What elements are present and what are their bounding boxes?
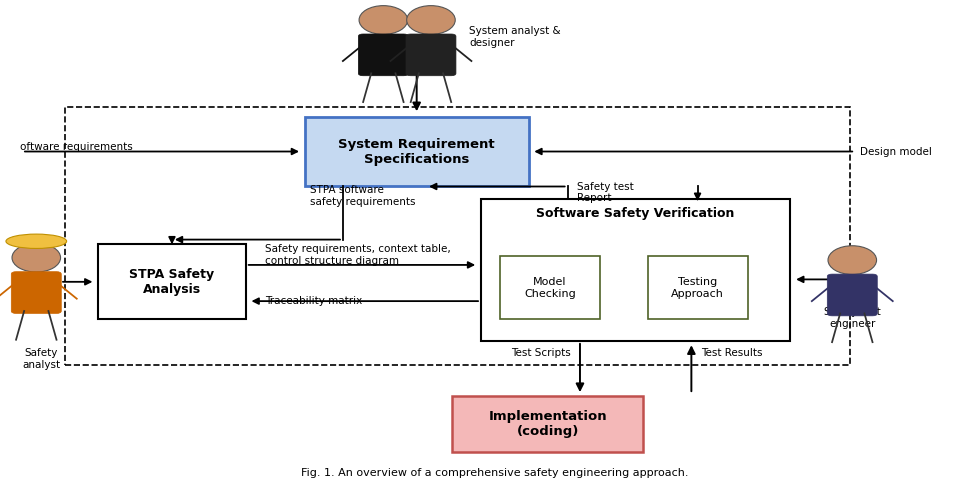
Text: Testing
Approach: Testing Approach [671, 277, 724, 299]
Text: Safety test
engineer: Safety test engineer [824, 307, 881, 329]
Text: STPA Safety
Analysis: STPA Safety Analysis [129, 268, 215, 296]
FancyBboxPatch shape [305, 117, 529, 186]
Text: Test Scripts: Test Scripts [510, 348, 571, 358]
Text: Safety requirements, context table,
control structure diagram: Safety requirements, context table, cont… [264, 244, 451, 266]
Text: Software Safety Verification: Software Safety Verification [537, 207, 735, 220]
Ellipse shape [406, 6, 455, 34]
Ellipse shape [12, 243, 60, 272]
Text: Model
Checking: Model Checking [524, 277, 575, 299]
Text: Safety
analyst: Safety analyst [22, 348, 60, 370]
Ellipse shape [828, 246, 877, 274]
FancyBboxPatch shape [827, 274, 878, 316]
Text: Traceability matrix: Traceability matrix [264, 296, 362, 306]
Text: oftware requirements: oftware requirements [20, 142, 133, 151]
Bar [65, 107, 851, 365]
FancyBboxPatch shape [98, 244, 246, 319]
Ellipse shape [359, 6, 407, 34]
Ellipse shape [6, 234, 67, 248]
Text: Implementation
(coding): Implementation (coding) [488, 410, 607, 438]
Text: Safety test
Report: Safety test Report [577, 182, 634, 203]
FancyBboxPatch shape [12, 272, 61, 314]
Text: System analyst &
designer: System analyst & designer [469, 26, 561, 48]
FancyBboxPatch shape [481, 198, 790, 341]
FancyBboxPatch shape [647, 257, 747, 319]
Text: Design model: Design model [860, 147, 932, 156]
Text: System Requirement
Specifications: System Requirement Specifications [338, 137, 495, 166]
FancyBboxPatch shape [452, 396, 642, 452]
Text: Fig. 1. An overview of a comprehensive safety engineering approach.: Fig. 1. An overview of a comprehensive s… [301, 468, 689, 478]
FancyBboxPatch shape [500, 257, 600, 319]
Text: STPA software
safety requirements: STPA software safety requirements [309, 185, 415, 207]
Text: Test Results: Test Results [701, 348, 762, 358]
FancyBboxPatch shape [359, 34, 408, 76]
FancyBboxPatch shape [406, 34, 456, 76]
